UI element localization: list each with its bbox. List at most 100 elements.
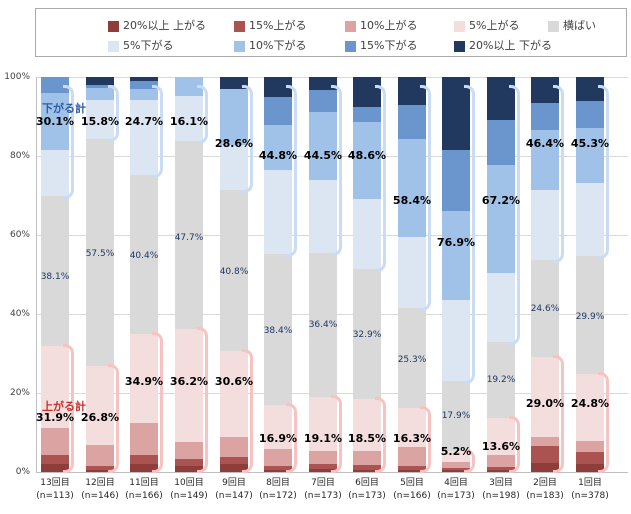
- category-n-label: (n=166): [125, 491, 163, 501]
- up-group-bracket-9: [242, 349, 253, 473]
- y-axis-tick-label: 0%: [15, 467, 30, 477]
- down-group-bracket-2: [553, 85, 564, 264]
- bar-11-segment-up20: [130, 464, 158, 472]
- down-total-label: 30.1%: [35, 115, 75, 129]
- bar-11-segment-down5: [130, 99, 158, 175]
- legend-label-down20: 20%以上 下がる: [469, 39, 552, 52]
- down-total-label: 28.6%: [214, 137, 254, 151]
- down-total-label: 46.4%: [525, 137, 565, 151]
- bar-13-segment-down5: [41, 150, 69, 196]
- legend-swatch-down20: [454, 40, 465, 52]
- legend-label-flat: 横ばい: [563, 19, 596, 32]
- bar-12-segment-up5: [86, 366, 114, 446]
- legend-swatch-down15: [345, 40, 356, 52]
- bar-7-segment-down5: [309, 180, 337, 253]
- down-group-bracket-3: [509, 85, 520, 346]
- y-axis-tick-label: 60%: [9, 230, 30, 240]
- bar-8-segment-down20: [264, 77, 292, 97]
- down-group-bracket-7: [331, 85, 342, 256]
- flat-value-label: 17.9%: [441, 410, 471, 421]
- bar-7-segment-up15: [309, 463, 337, 469]
- bar-3-segment-up10: [487, 455, 515, 468]
- category-n-label: (n=166): [393, 491, 431, 501]
- bar-4-segment-up15: [442, 468, 470, 471]
- bar-10-segment-down5: [175, 95, 203, 141]
- bar-11-segment-down20: [130, 77, 158, 81]
- category-round-label: 3回目: [489, 478, 513, 488]
- bar-8-segment-down10: [264, 124, 292, 170]
- down-total-label: 16.1%: [169, 115, 209, 129]
- down-group-bracket-11: [152, 85, 163, 178]
- up-total-label: 16.3%: [392, 431, 432, 445]
- flat-value-label: 38.1%: [40, 272, 70, 283]
- bar-9-segment-up15: [220, 456, 248, 465]
- bar-7-segment-up10: [309, 450, 337, 464]
- legend-item-up5: 5%上がる: [454, 19, 519, 33]
- bar-4-segment-down15: [442, 150, 470, 211]
- y-axis-tick-label: 80%: [9, 151, 30, 161]
- category-n-label: (n=113): [36, 491, 74, 501]
- x-axis-category-4: 4回目 (n=173): [426, 477, 486, 503]
- up-total-label: 31.9%: [35, 410, 75, 424]
- legend-label-up20: 20%以上 上がる: [123, 19, 206, 32]
- bar-2-segment-up10: [531, 436, 559, 446]
- bar-12-segment-down5: [86, 100, 114, 140]
- bar-10-segment-up10: [175, 441, 203, 459]
- bar-9-segment-down5: [220, 144, 248, 190]
- category-round-label: 1回目: [578, 478, 602, 488]
- bar-4-segment-flat: [442, 380, 470, 452]
- category-n-label: (n=378): [571, 491, 609, 501]
- y-axis-line: [36, 77, 37, 473]
- down-group-bracket-12: [108, 85, 119, 142]
- flat-value-label: 32.9%: [352, 329, 382, 340]
- up-total-label: 24.8%: [570, 397, 610, 411]
- category-n-label: (n=183): [526, 491, 564, 501]
- category-round-label: 10回目: [174, 478, 204, 488]
- down-total-label: 67.2%: [481, 194, 521, 208]
- bar-13-segment-down15: [41, 77, 69, 94]
- category-round-label: 12回目: [85, 478, 115, 488]
- up-group-bracket-10: [197, 327, 208, 473]
- up-total-label: 29.0%: [525, 397, 565, 411]
- up-total-label: 5.2%: [440, 444, 472, 458]
- x-axis-category-9: 9回目 (n=147): [204, 477, 264, 503]
- bar-12-segment-up20: [86, 470, 114, 472]
- legend-label-up15: 15%上がる: [249, 19, 307, 32]
- bar-7-segment-down10: [309, 112, 337, 181]
- down-total-label: 48.6%: [347, 149, 387, 162]
- bar-2-segment-down15: [531, 103, 559, 131]
- bar-3-segment-up20: [487, 470, 515, 472]
- bar-6-segment-flat: [353, 268, 381, 399]
- down-group-label: 下がる計: [42, 102, 86, 115]
- category-round-label: 2回目: [533, 478, 557, 488]
- bar-10-segment-up5: [175, 329, 203, 442]
- flat-value-label: 40.8%: [219, 266, 249, 277]
- bar-3-segment-down15: [487, 120, 515, 166]
- x-axis-category-2: 2回目 (n=183): [515, 477, 575, 503]
- down-group-bracket-8: [286, 85, 297, 257]
- bar-3-segment-down5: [487, 273, 515, 343]
- legend-item-up20: 20%以上 上がる: [108, 19, 206, 33]
- legend-swatch-up5: [454, 20, 465, 32]
- bar-10-segment-up15: [175, 458, 203, 467]
- bar-1-segment-down5: [576, 182, 604, 256]
- category-n-label: (n=198): [482, 491, 520, 501]
- bar-7-segment-flat: [309, 252, 337, 397]
- bar-8-segment-up5: [264, 405, 292, 450]
- category-n-label: (n=173): [348, 491, 386, 501]
- bar-9-segment-up10: [220, 437, 248, 457]
- category-n-label: (n=173): [304, 491, 342, 501]
- up-group-bracket-6: [375, 396, 386, 473]
- bar-7-segment-down15: [309, 90, 337, 113]
- bar-6-segment-down5: [353, 199, 381, 269]
- flat-value-label: 19.2%: [486, 375, 516, 386]
- up-total-label: 13.6%: [481, 440, 521, 454]
- up-group-bracket-2: [553, 355, 564, 473]
- y-axis-tick-label: 20%: [9, 388, 30, 398]
- bar-6-segment-up10: [353, 451, 381, 465]
- bar-3-segment-down20: [487, 77, 515, 121]
- category-n-label: (n=146): [81, 491, 119, 501]
- bar-8-segment-down15: [264, 96, 292, 125]
- bar-9-segment-down10: [220, 88, 248, 145]
- x-axis-category-13: 13回目 (n=113): [25, 477, 85, 503]
